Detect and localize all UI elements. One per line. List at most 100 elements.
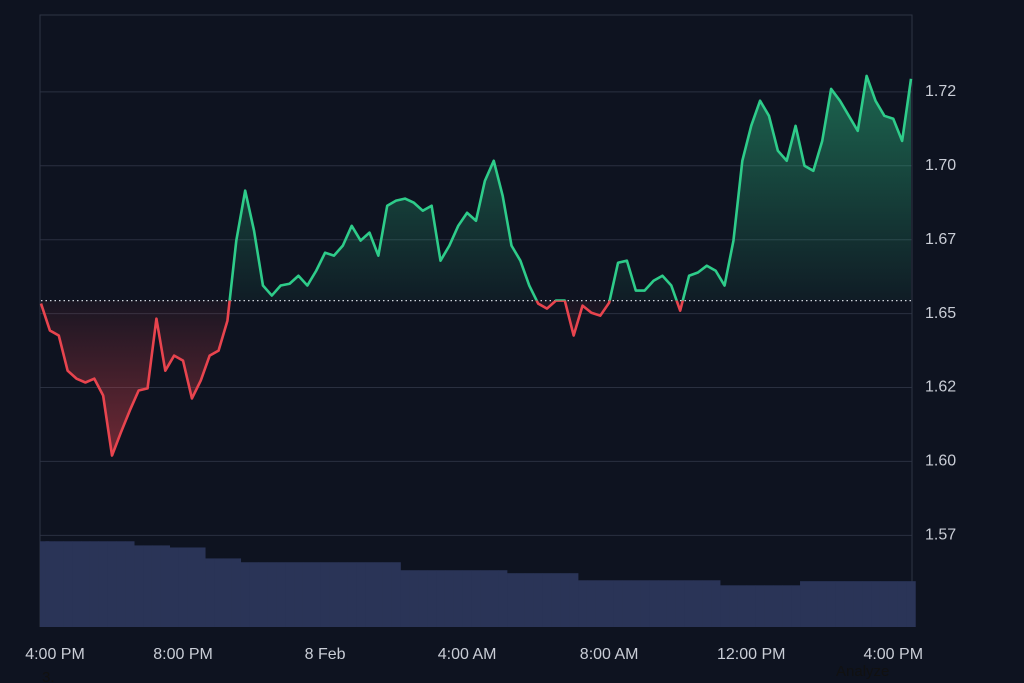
volume-bar — [89, 541, 100, 627]
volume-bar — [214, 558, 224, 627]
volume-bar — [586, 580, 597, 627]
volume-bar — [249, 562, 259, 627]
volume-bar — [578, 580, 588, 627]
y-tick-label: 1.65 — [925, 305, 956, 322]
volume-bar — [107, 541, 117, 627]
volume-bar — [427, 570, 437, 627]
volume-bar — [436, 570, 446, 627]
volume-bar — [285, 562, 295, 627]
volume-bar — [755, 585, 765, 627]
volume-bar — [542, 573, 552, 627]
volume-bar — [160, 545, 171, 627]
volume-bar — [347, 562, 357, 627]
volume-bar — [888, 581, 898, 627]
x-tick-label: 12:00 PM — [717, 646, 785, 663]
volume-bar — [409, 570, 419, 627]
volume-bar — [302, 562, 313, 627]
volume-bar — [329, 562, 339, 627]
volume-bar — [657, 580, 668, 627]
volume-bar — [782, 585, 792, 627]
volume-bar — [507, 573, 517, 627]
volume-bar — [418, 570, 428, 627]
volume-bar — [649, 580, 659, 627]
volume-bar — [205, 558, 215, 627]
plot-frame — [39, 14, 913, 627]
volume-bar — [746, 585, 756, 627]
volume-bar — [808, 581, 819, 627]
volume-bar — [338, 562, 348, 627]
y-tick-label: 1.72 — [925, 83, 956, 100]
y-tick-label: 1.70 — [925, 157, 956, 174]
volume-bar — [862, 581, 872, 627]
volume-bar — [666, 580, 677, 627]
y-tick-label: 1.60 — [925, 453, 956, 470]
volume-bar — [897, 581, 907, 627]
x-tick-label: 4:00 AM — [438, 646, 497, 663]
volume-bar — [169, 547, 179, 627]
volume-bar — [737, 585, 748, 627]
volume-bar — [844, 581, 854, 627]
x-tick-label: 8 Feb — [305, 646, 346, 663]
footnote: 3. — [42, 669, 55, 683]
volume-bar — [773, 585, 783, 627]
volume-bar — [98, 541, 108, 627]
volume-bar — [640, 580, 650, 627]
volume-bar — [906, 581, 916, 627]
volume-bar — [675, 580, 685, 627]
volume-bar — [294, 562, 304, 627]
x-tick-label: 4:00 PM — [863, 646, 923, 663]
volume-bar — [729, 585, 739, 627]
volume-bar — [631, 580, 641, 627]
volume-bar — [604, 580, 614, 627]
volume-bar — [444, 570, 455, 627]
price-line — [39, 74, 913, 457]
volume-bar — [80, 541, 91, 627]
volume-bar — [240, 562, 250, 627]
volume-bar — [258, 562, 268, 627]
volume-bar — [595, 580, 606, 627]
volume-bar — [151, 545, 162, 627]
volume-bar — [498, 570, 508, 627]
volume-bar — [817, 581, 827, 627]
volume-bar — [711, 580, 721, 627]
volume-bar — [63, 541, 73, 627]
volume-bar — [684, 580, 694, 627]
volume-bar — [72, 541, 82, 627]
volume-bar — [791, 585, 801, 627]
volume-bar — [267, 562, 277, 627]
volume-bar — [835, 581, 845, 627]
volume-bar — [187, 547, 197, 627]
volume-bar — [134, 545, 144, 627]
volume-bar — [54, 541, 64, 627]
volume-bar — [853, 581, 863, 627]
volume-bar — [622, 580, 632, 627]
volume-bar — [116, 541, 126, 627]
volume-bar — [471, 570, 481, 627]
y-tick-label: 1.67 — [925, 231, 956, 248]
volume-bar — [400, 570, 410, 627]
volume-bar — [720, 585, 730, 627]
volume-bar — [764, 585, 774, 627]
volume-bar — [178, 547, 188, 627]
volume-bar — [125, 541, 135, 627]
analyze-label: Analyze — [836, 663, 889, 680]
volume-bar — [45, 541, 55, 627]
volume-bar — [613, 580, 623, 627]
volume-bar — [879, 581, 890, 627]
volume-bar — [231, 558, 242, 627]
volume-bar — [480, 570, 490, 627]
volume-bar — [533, 573, 543, 627]
volume-bar — [800, 581, 810, 627]
volume-bar — [276, 562, 286, 627]
volume-bar — [462, 570, 472, 627]
volume-bar — [489, 570, 499, 627]
volume-bar — [311, 562, 321, 627]
volume-bar — [551, 573, 561, 627]
volume-bar — [515, 573, 526, 627]
volume-bar — [365, 562, 375, 627]
volume-bar — [196, 547, 206, 627]
x-tick-label: 8:00 AM — [580, 646, 639, 663]
volume-bar — [382, 562, 392, 627]
volume-bar — [524, 573, 535, 627]
volume-bar — [453, 570, 463, 627]
